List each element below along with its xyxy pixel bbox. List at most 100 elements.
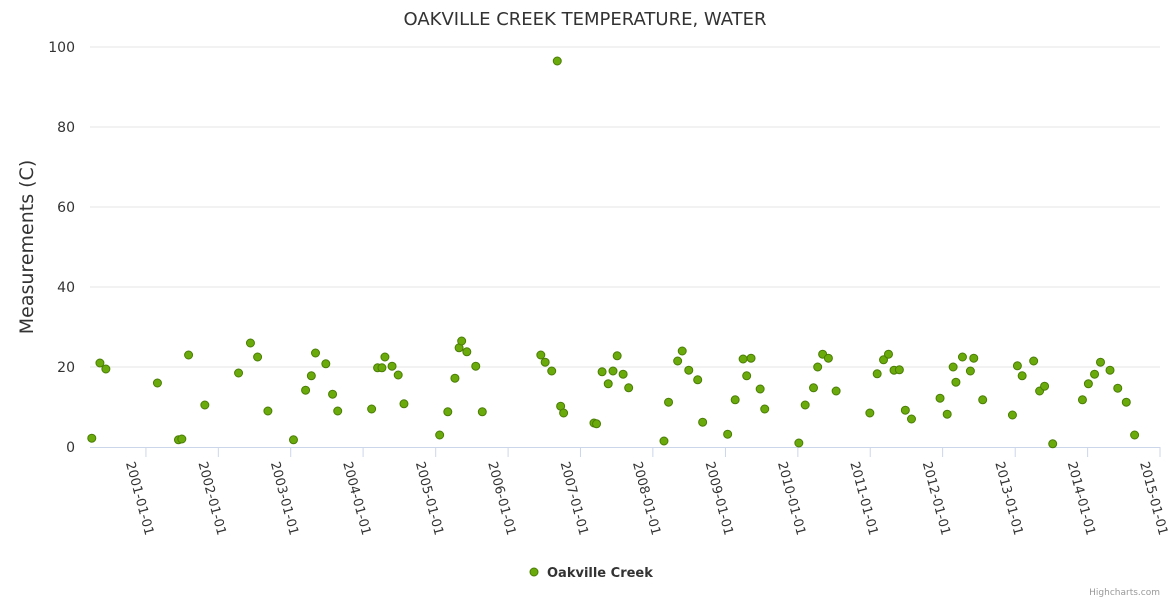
- data-point[interactable]: [618, 369, 628, 379]
- data-point[interactable]: [612, 351, 622, 361]
- data-point[interactable]: [760, 404, 770, 414]
- data-point[interactable]: [659, 436, 669, 446]
- data-point[interactable]: [457, 336, 467, 346]
- data-point[interactable]: [399, 399, 409, 409]
- data-point[interactable]: [1130, 430, 1140, 440]
- data-point[interactable]: [321, 359, 331, 369]
- data-point[interactable]: [435, 430, 445, 440]
- data-point[interactable]: [794, 438, 804, 448]
- data-point[interactable]: [969, 353, 979, 363]
- data-point[interactable]: [742, 371, 752, 381]
- data-point[interactable]: [184, 350, 194, 360]
- data-point[interactable]: [152, 378, 162, 388]
- x-tick-label: 2005-01-01: [412, 460, 446, 537]
- data-point[interactable]: [552, 56, 562, 66]
- data-point[interactable]: [540, 357, 550, 367]
- data-point[interactable]: [948, 362, 958, 372]
- data-point[interactable]: [831, 386, 841, 396]
- data-point[interactable]: [380, 352, 390, 362]
- data-point[interactable]: [684, 365, 694, 375]
- data-point[interactable]: [673, 356, 683, 366]
- data-point[interactable]: [301, 385, 311, 395]
- data-point[interactable]: [95, 358, 105, 368]
- data-point[interactable]: [603, 379, 613, 389]
- data-point[interactable]: [87, 433, 97, 443]
- data-point[interactable]: [1105, 365, 1115, 375]
- data-point[interactable]: [738, 354, 748, 364]
- data-point[interactable]: [883, 349, 893, 359]
- data-point[interactable]: [367, 404, 377, 414]
- data-point[interactable]: [288, 435, 298, 445]
- data-point[interactable]: [328, 389, 338, 399]
- legend-marker: [529, 567, 539, 577]
- data-point[interactable]: [723, 429, 733, 439]
- data-point[interactable]: [865, 408, 875, 418]
- data-point[interactable]: [698, 417, 708, 427]
- data-point[interactable]: [1113, 383, 1123, 393]
- data-point[interactable]: [900, 405, 910, 415]
- data-point[interactable]: [471, 361, 481, 371]
- data-point[interactable]: [942, 409, 952, 419]
- data-point[interactable]: [333, 406, 343, 416]
- data-point[interactable]: [813, 362, 823, 372]
- data-point[interactable]: [1029, 356, 1039, 366]
- data-point[interactable]: [592, 419, 602, 429]
- data-point[interactable]: [377, 363, 387, 373]
- data-point[interactable]: [306, 371, 316, 381]
- data-point[interactable]: [951, 377, 961, 387]
- data-point[interactable]: [823, 353, 833, 363]
- data-point[interactable]: [477, 407, 487, 417]
- data-point[interactable]: [597, 367, 607, 377]
- data-point[interactable]: [1017, 371, 1027, 381]
- legend[interactable]: Oakville Creek: [529, 566, 653, 581]
- data-point[interactable]: [547, 366, 557, 376]
- data-point[interactable]: [677, 346, 687, 356]
- data-point[interactable]: [1090, 369, 1100, 379]
- data-point[interactable]: [1007, 410, 1017, 420]
- data-point[interactable]: [462, 347, 472, 357]
- data-point[interactable]: [387, 361, 397, 371]
- data-point[interactable]: [559, 408, 569, 418]
- data-point[interactable]: [245, 338, 255, 348]
- data-point[interactable]: [234, 368, 244, 378]
- data-point[interactable]: [935, 393, 945, 403]
- data-points[interactable]: [87, 56, 1140, 449]
- data-point[interactable]: [101, 364, 111, 374]
- data-point[interactable]: [200, 400, 210, 410]
- data-point[interactable]: [311, 348, 321, 358]
- data-point[interactable]: [755, 384, 765, 394]
- data-point[interactable]: [746, 353, 756, 363]
- data-point[interactable]: [177, 434, 187, 444]
- data-point[interactable]: [1121, 397, 1131, 407]
- data-point[interactable]: [978, 395, 988, 405]
- data-point[interactable]: [1083, 379, 1093, 389]
- data-point[interactable]: [393, 370, 403, 380]
- data-point[interactable]: [608, 366, 618, 376]
- data-point[interactable]: [730, 395, 740, 405]
- data-point[interactable]: [1040, 381, 1050, 391]
- data-point[interactable]: [879, 355, 889, 365]
- data-point[interactable]: [450, 373, 460, 383]
- credits[interactable]: Highcharts.com: [1089, 588, 1160, 598]
- data-point[interactable]: [693, 375, 703, 385]
- x-tick-label: 2009-01-01: [702, 460, 736, 537]
- data-point[interactable]: [1077, 395, 1087, 405]
- data-point[interactable]: [965, 366, 975, 376]
- data-point[interactable]: [809, 383, 819, 393]
- data-point[interactable]: [664, 397, 674, 407]
- data-point[interactable]: [253, 352, 263, 362]
- legend-label[interactable]: Oakville Creek: [547, 566, 653, 581]
- data-point[interactable]: [872, 369, 882, 379]
- data-point[interactable]: [800, 400, 810, 410]
- data-point[interactable]: [536, 350, 546, 360]
- data-point[interactable]: [1096, 357, 1106, 367]
- data-point[interactable]: [1012, 361, 1022, 371]
- data-point[interactable]: [263, 406, 273, 416]
- data-point[interactable]: [443, 407, 453, 417]
- data-point[interactable]: [624, 383, 634, 393]
- data-point[interactable]: [906, 414, 916, 424]
- data-point[interactable]: [894, 365, 904, 375]
- data-point[interactable]: [957, 352, 967, 362]
- x-tick-label: 2014-01-01: [1064, 460, 1098, 537]
- data-point[interactable]: [1048, 439, 1058, 449]
